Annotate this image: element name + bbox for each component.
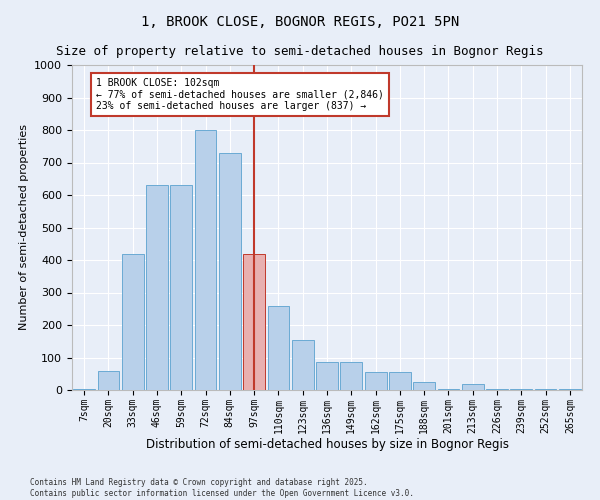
Bar (340, 362, 362, 390)
Text: Contains HM Land Registry data © Crown copyright and database right 2025.
Contai: Contains HM Land Registry data © Crown c… (30, 478, 414, 498)
Bar (170, 185, 192, 390)
Bar (194, 130, 217, 390)
Bar (268, 306, 289, 390)
Bar (122, 254, 143, 390)
Bar (413, 382, 435, 390)
Bar (389, 372, 411, 390)
Text: Size of property relative to semi-detached houses in Bognor Regis: Size of property relative to semi-detach… (56, 45, 544, 58)
Bar (292, 340, 314, 390)
Bar (365, 372, 386, 390)
Bar (219, 153, 241, 390)
Bar (146, 185, 168, 390)
Y-axis label: Number of semi-detached properties: Number of semi-detached properties (19, 124, 29, 330)
Text: 1 BROOK CLOSE: 102sqm
← 77% of semi-detached houses are smaller (2,846)
23% of s: 1 BROOK CLOSE: 102sqm ← 77% of semi-deta… (96, 78, 384, 111)
Bar (97, 370, 119, 390)
X-axis label: Distribution of semi-detached houses by size in Bognor Regis: Distribution of semi-detached houses by … (146, 438, 509, 452)
Bar (316, 362, 338, 390)
Bar (462, 384, 484, 390)
Text: 1, BROOK CLOSE, BOGNOR REGIS, PO21 5PN: 1, BROOK CLOSE, BOGNOR REGIS, PO21 5PN (141, 15, 459, 29)
Bar (243, 254, 265, 390)
